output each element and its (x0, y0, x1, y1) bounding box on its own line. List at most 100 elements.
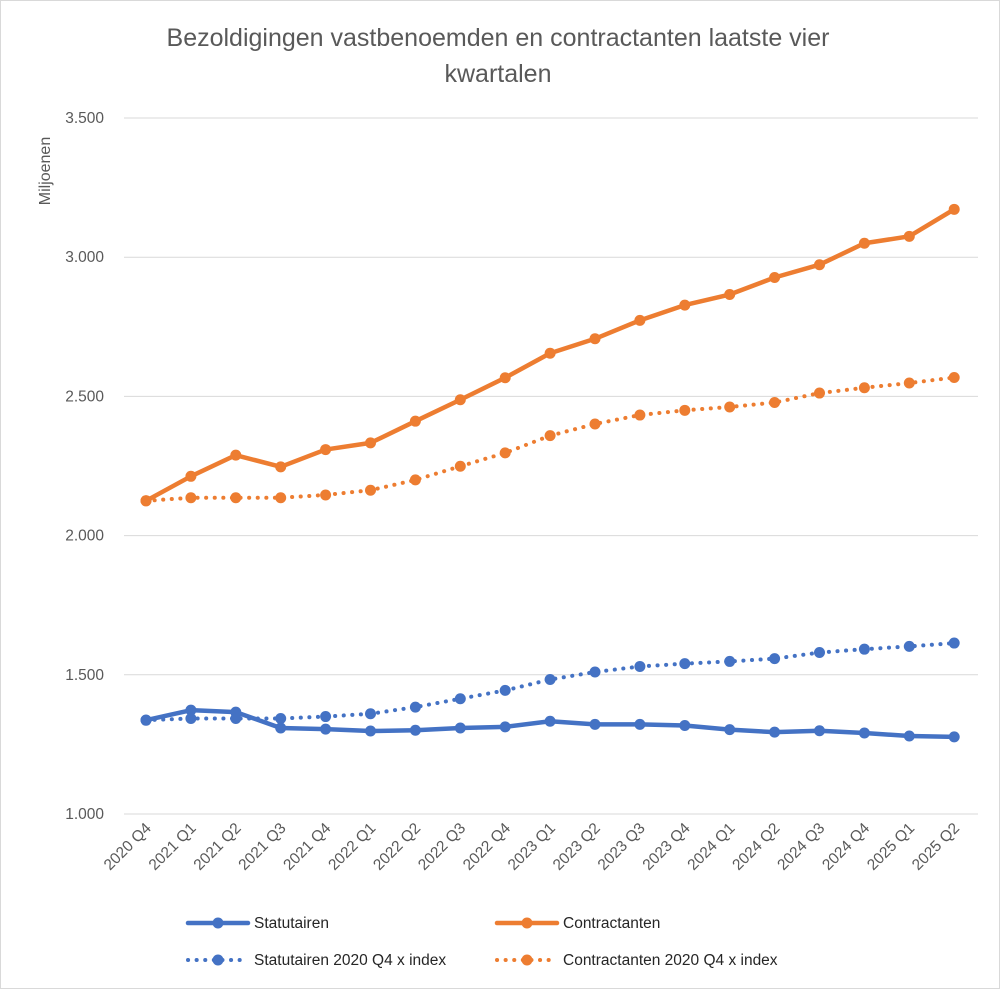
data-point (589, 333, 601, 345)
legend-marker (521, 954, 533, 966)
data-point (679, 299, 691, 311)
legend-marker (521, 917, 533, 929)
gridlines (124, 117, 978, 815)
legend-marker (212, 917, 224, 929)
data-point (499, 721, 511, 733)
legend: Statutairen Contractanten Statutairen 2020… (185, 915, 778, 969)
series-contractanten-2020-q4-x-index (140, 371, 960, 507)
x-tick-label: 2022 Q3 (415, 820, 469, 874)
data-point (589, 718, 601, 730)
data-point (185, 704, 197, 716)
data-point (320, 723, 332, 735)
data-point (185, 492, 197, 504)
data-point (814, 387, 825, 399)
x-tick-label: 2025 Q1 (864, 820, 918, 874)
data-point (365, 708, 376, 720)
data-point (230, 449, 242, 461)
data-point (679, 658, 691, 670)
legend-label: Statutairen 2020 Q4 x index (254, 952, 446, 969)
data-point (454, 722, 466, 734)
data-point (634, 409, 646, 421)
data-point (409, 474, 421, 486)
data-point (365, 484, 376, 496)
x-tick-label: 2022 Q1 (325, 820, 379, 874)
x-tick-label: 2023 Q2 (550, 820, 604, 874)
series-contractanten (140, 203, 960, 507)
chart-title-line-2: kwartalen (445, 60, 552, 88)
data-point (320, 444, 332, 456)
data-point (634, 660, 646, 672)
data-point (409, 415, 421, 427)
y-tick-label: 3.500 (65, 110, 104, 127)
data-point (454, 394, 466, 406)
x-tick-label: 2025 Q2 (909, 820, 963, 874)
legend-marker (212, 954, 224, 966)
x-tick-label: 2020 Q4 (101, 820, 155, 874)
data-point (679, 404, 691, 416)
x-tick-label: 2023 Q1 (505, 820, 559, 874)
data-point (230, 492, 242, 504)
x-tick-label: 2023 Q4 (640, 820, 694, 874)
data-point (769, 653, 781, 665)
data-point (365, 725, 376, 737)
data-point (230, 713, 242, 725)
data-point (275, 713, 287, 725)
x-tick-label: 2021 Q4 (280, 820, 334, 874)
data-point (454, 460, 466, 472)
data-point (948, 731, 960, 743)
legend-item: Contractanten (494, 915, 660, 932)
data-point (589, 418, 601, 430)
data-point (814, 647, 825, 659)
x-tick-label: 2024 Q4 (819, 820, 873, 874)
x-tick-label: 2021 Q2 (191, 820, 245, 874)
legend-label: Contractanten (563, 915, 660, 932)
data-point (903, 640, 915, 652)
legend-item: Statutairen (185, 915, 329, 932)
data-point (724, 289, 736, 301)
x-tick-label: 2024 Q3 (774, 820, 828, 874)
data-point (499, 684, 511, 696)
legend-label: Statutairen (254, 915, 329, 932)
data-point (365, 437, 376, 449)
y-tick-label: 3.000 (65, 249, 104, 266)
data-point (948, 203, 960, 215)
y-tick-label: 1.500 (65, 667, 104, 684)
legend-item: Statutairen 2020 Q4 x index (186, 952, 446, 969)
data-point (948, 371, 960, 383)
y-axis-tick-labels: 1.000 1.500 2.000 2.500 3.000 3.500 (65, 110, 104, 823)
data-point (724, 401, 736, 413)
data-point (185, 713, 197, 725)
data-point (409, 724, 421, 736)
data-point (544, 715, 556, 727)
data-point (320, 489, 332, 501)
data-point (589, 666, 601, 678)
data-point (275, 492, 287, 504)
data-point (140, 495, 152, 507)
data-point (724, 724, 736, 736)
data-point (948, 637, 960, 649)
data-point (544, 430, 556, 442)
x-tick-label: 2021 Q1 (146, 820, 200, 874)
series-statutairen-2020-q4-x-index (140, 637, 960, 726)
data-point (903, 230, 915, 242)
data-point (454, 693, 466, 705)
y-axis-label: Miljoenen (37, 137, 54, 205)
y-tick-label: 2.000 (65, 528, 104, 545)
chart-title-line-1: Bezoldigingen vastbenoemden en contracta… (167, 24, 830, 52)
data-point (769, 397, 781, 409)
data-point (634, 718, 646, 730)
y-tick-label: 2.500 (65, 388, 104, 405)
legend-item: Contractanten 2020 Q4 x index (495, 952, 778, 969)
x-tick-label: 2024 Q1 (684, 820, 738, 874)
data-point (634, 314, 646, 326)
data-point (544, 347, 556, 359)
data-point (858, 643, 870, 655)
y-tick-label: 1.000 (65, 806, 104, 823)
data-point (724, 655, 736, 667)
data-point (814, 259, 825, 271)
data-point (858, 382, 870, 394)
series-lines (140, 203, 960, 743)
